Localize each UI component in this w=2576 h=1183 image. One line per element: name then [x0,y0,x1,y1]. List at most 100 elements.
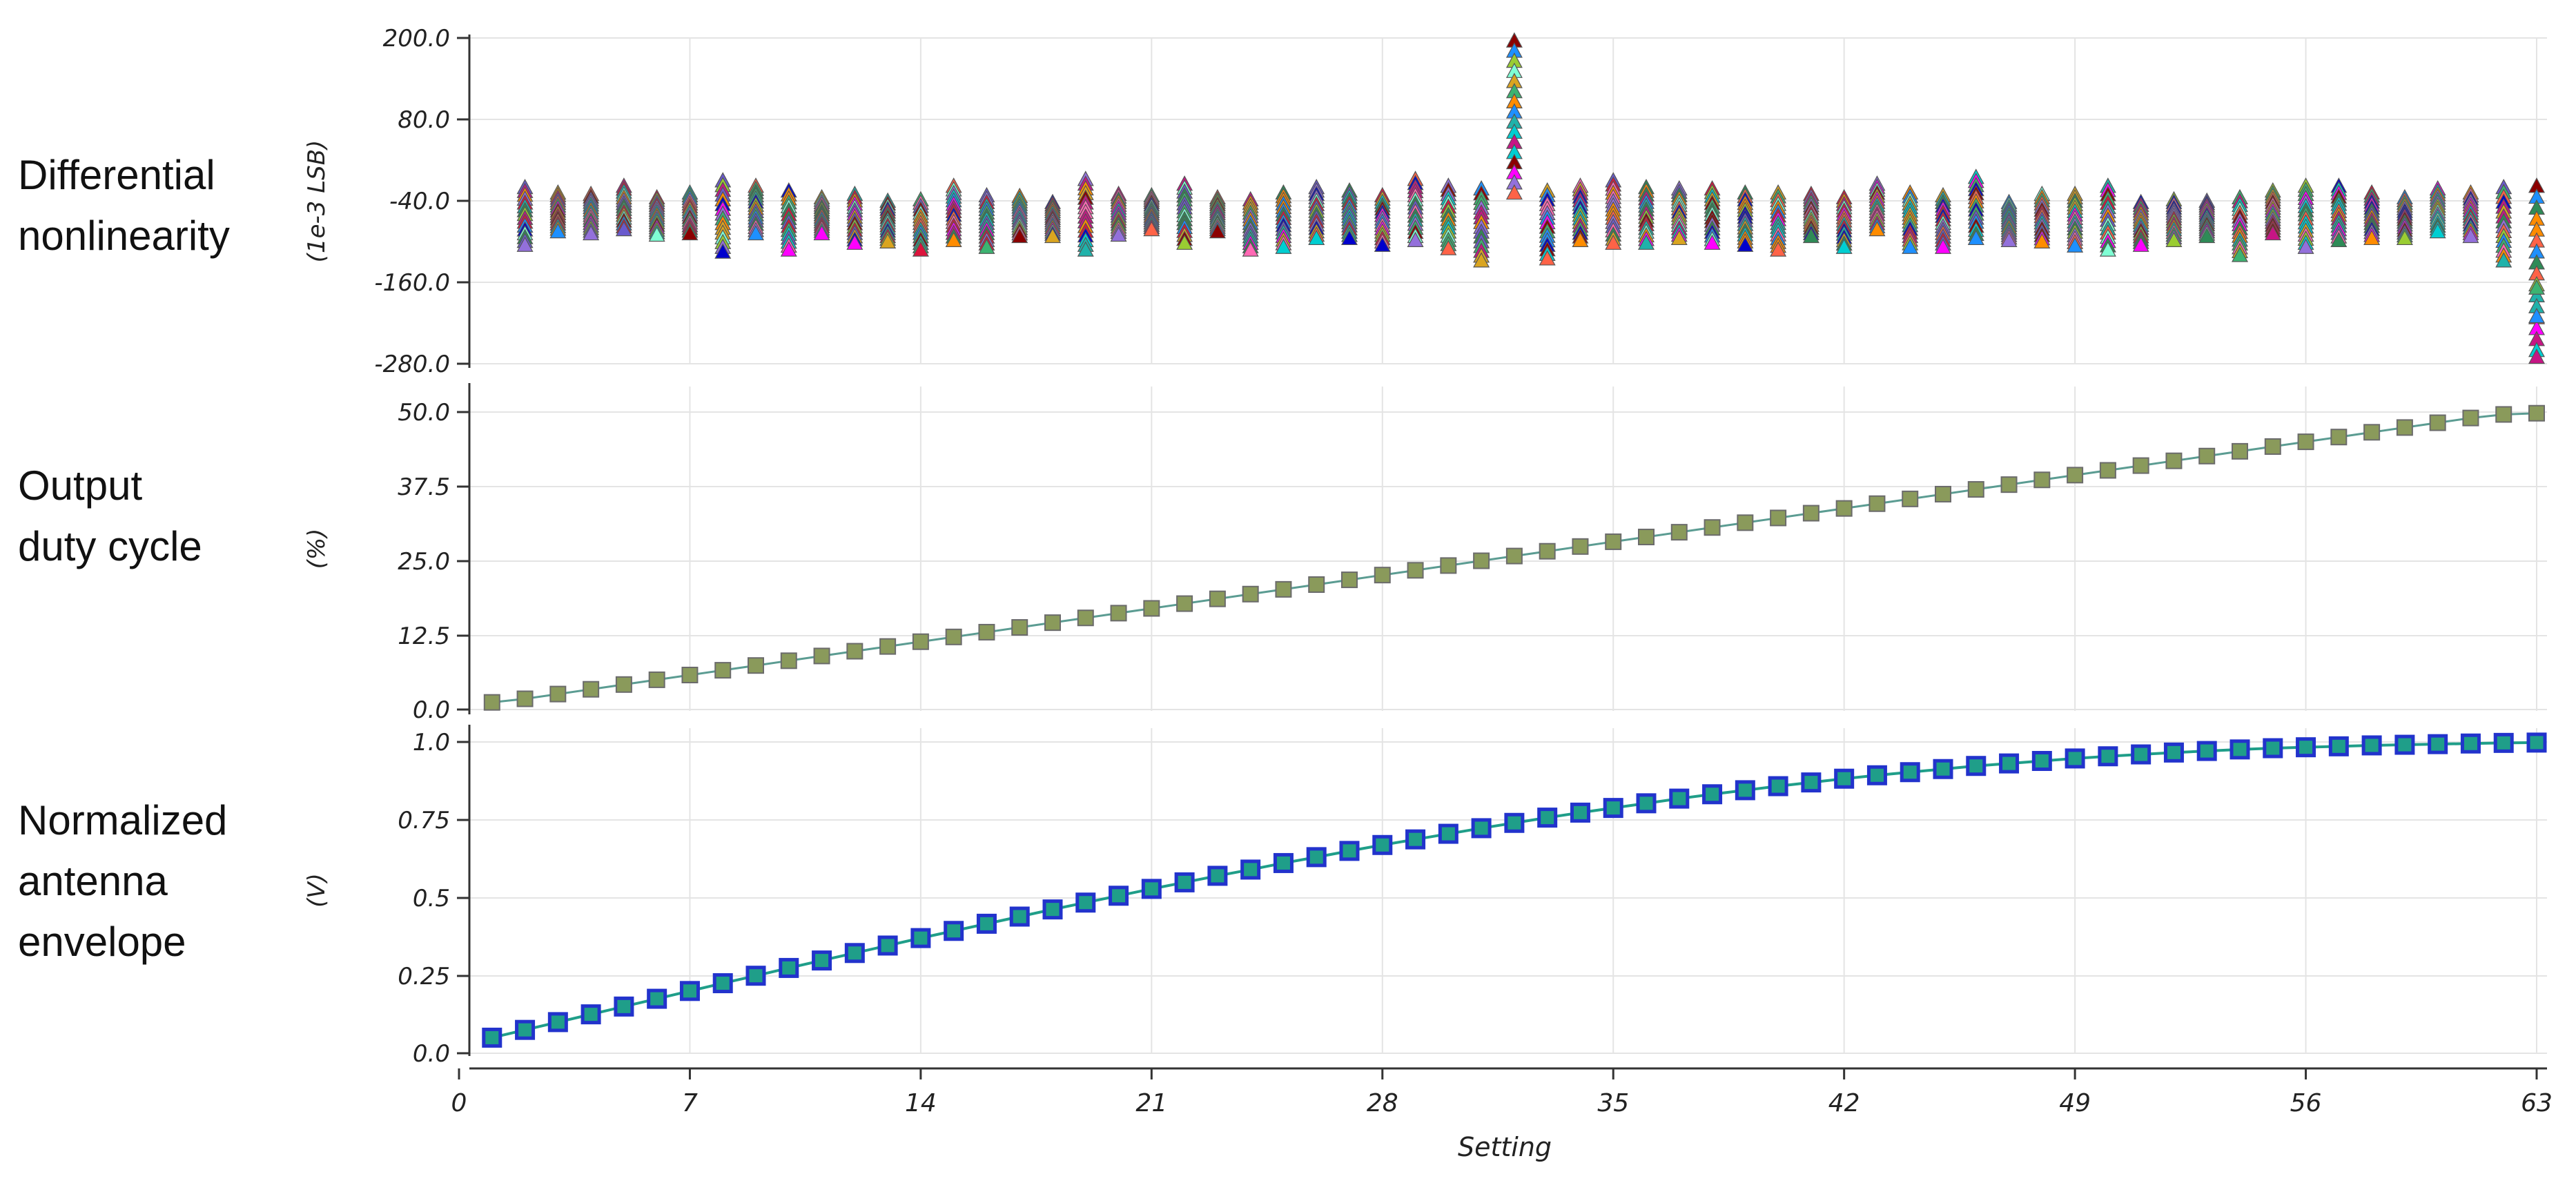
x-tick-label: 0 [451,1089,467,1117]
dnl-point [780,241,797,257]
grid-layer [469,37,2547,1054]
envelope-point [1009,906,1030,927]
dnl-point [2099,241,2116,257]
envelope-point [580,1004,601,1025]
duty-point [1143,600,1160,617]
envelope-point [812,950,832,971]
y-tick-label: 37.5 [398,473,450,501]
duty-point [1605,533,1622,550]
row-label-envelope-line3: envelope [18,919,186,965]
dnl-point [1770,241,1787,257]
envelope-point [1966,756,1987,776]
duty-point [2165,452,2183,469]
y-tick-label: -40.0 [389,188,450,215]
duty-point [1868,495,1886,512]
y-tick-label: 1.0 [413,729,450,756]
row-label-dnl-line1: Differential [18,152,215,198]
envelope-point [1471,818,1492,839]
dnl-point [1704,234,1721,250]
duty-point [1209,590,1226,607]
dnl-point [1539,250,1556,266]
dnl-point [1209,222,1226,239]
x-tick-label: 42 [1828,1089,1860,1117]
envelope-point [547,1012,568,1033]
dnl-point [583,224,600,241]
envelope-point [2328,736,2349,756]
duty-point [1638,529,1655,546]
dnl-point [2528,348,2546,364]
x-tick-label: 28 [1367,1089,1398,1117]
envelope-point [2031,751,2052,772]
dnl-point [714,243,732,259]
dnl-point [549,222,567,239]
duty-point [1011,619,1028,636]
dnl-point [1176,234,1193,250]
x-axis-title: Setting [1458,1132,1552,1162]
envelope-series-line [491,741,2537,1039]
envelope-point [515,1019,536,1040]
envelope-point [1669,788,1690,809]
envelope-point [1339,841,1360,861]
duty-point [2000,476,2018,493]
envelope-point [647,988,667,1009]
envelope-point [679,981,700,1001]
row-label-duty: Output duty cycle [18,456,266,577]
envelope-point [844,943,865,964]
duty-point [2528,404,2545,422]
envelope-point [1702,784,1723,805]
envelope-point [2163,742,2184,763]
y-tick-label: 200.0 [383,25,450,52]
envelope-point [1306,847,1327,868]
envelope-point [1603,798,1623,819]
axes-layer [457,35,2547,1079]
envelope-point [2098,746,2118,767]
envelope-point [2460,733,2481,754]
duty-point [1440,557,1457,574]
duty-point [1572,538,1589,555]
duty-point [615,676,632,693]
envelope-point [1042,899,1063,920]
envelope-point [1801,772,1822,793]
envelope-point [1537,808,1558,828]
duty-point [681,667,699,684]
dnl-point [1340,229,1358,246]
row-label-duty-line1: Output [18,462,143,509]
duty-point [1802,505,1819,522]
duty-point [2198,447,2216,465]
envelope-point [2296,737,2316,758]
dnl-point [879,233,897,248]
y-tick-label: 25.0 [398,548,450,576]
x-tick-label: 21 [1135,1089,1167,1117]
duty-point [2462,409,2479,427]
dnl-point [2231,246,2249,262]
envelope-point [1075,892,1096,913]
y-tick-label: 12.5 [398,623,450,650]
duty-point [978,623,995,641]
duty-point [2099,462,2116,479]
dnl-point [2132,236,2149,252]
dnl-point [1967,229,1984,246]
duty-point [1308,576,1325,593]
envelope-point [1768,776,1788,796]
envelope-point [1141,879,1162,899]
dnl-point [2165,231,2183,247]
dnl-point [1737,236,1754,252]
envelope-point [1866,765,1887,785]
envelope-point [910,928,931,948]
duty-point [1935,485,1951,502]
envelope-point [877,935,898,956]
duty-point [1539,542,1556,560]
dnl-point [1407,231,1424,247]
dnl-point [2462,227,2479,244]
duty-point [2264,438,2281,455]
y-tick-label: 0.0 [413,1040,450,1068]
envelope-point [2263,738,2283,759]
dnl-point [1110,226,1127,242]
duty-point [516,690,534,707]
duty-point [1967,481,1984,498]
dnl-point [1374,236,1391,252]
duty-point [2429,414,2446,431]
envelope-point [976,913,997,934]
envelope-point [1504,812,1525,833]
dnl-point [2528,279,2546,295]
